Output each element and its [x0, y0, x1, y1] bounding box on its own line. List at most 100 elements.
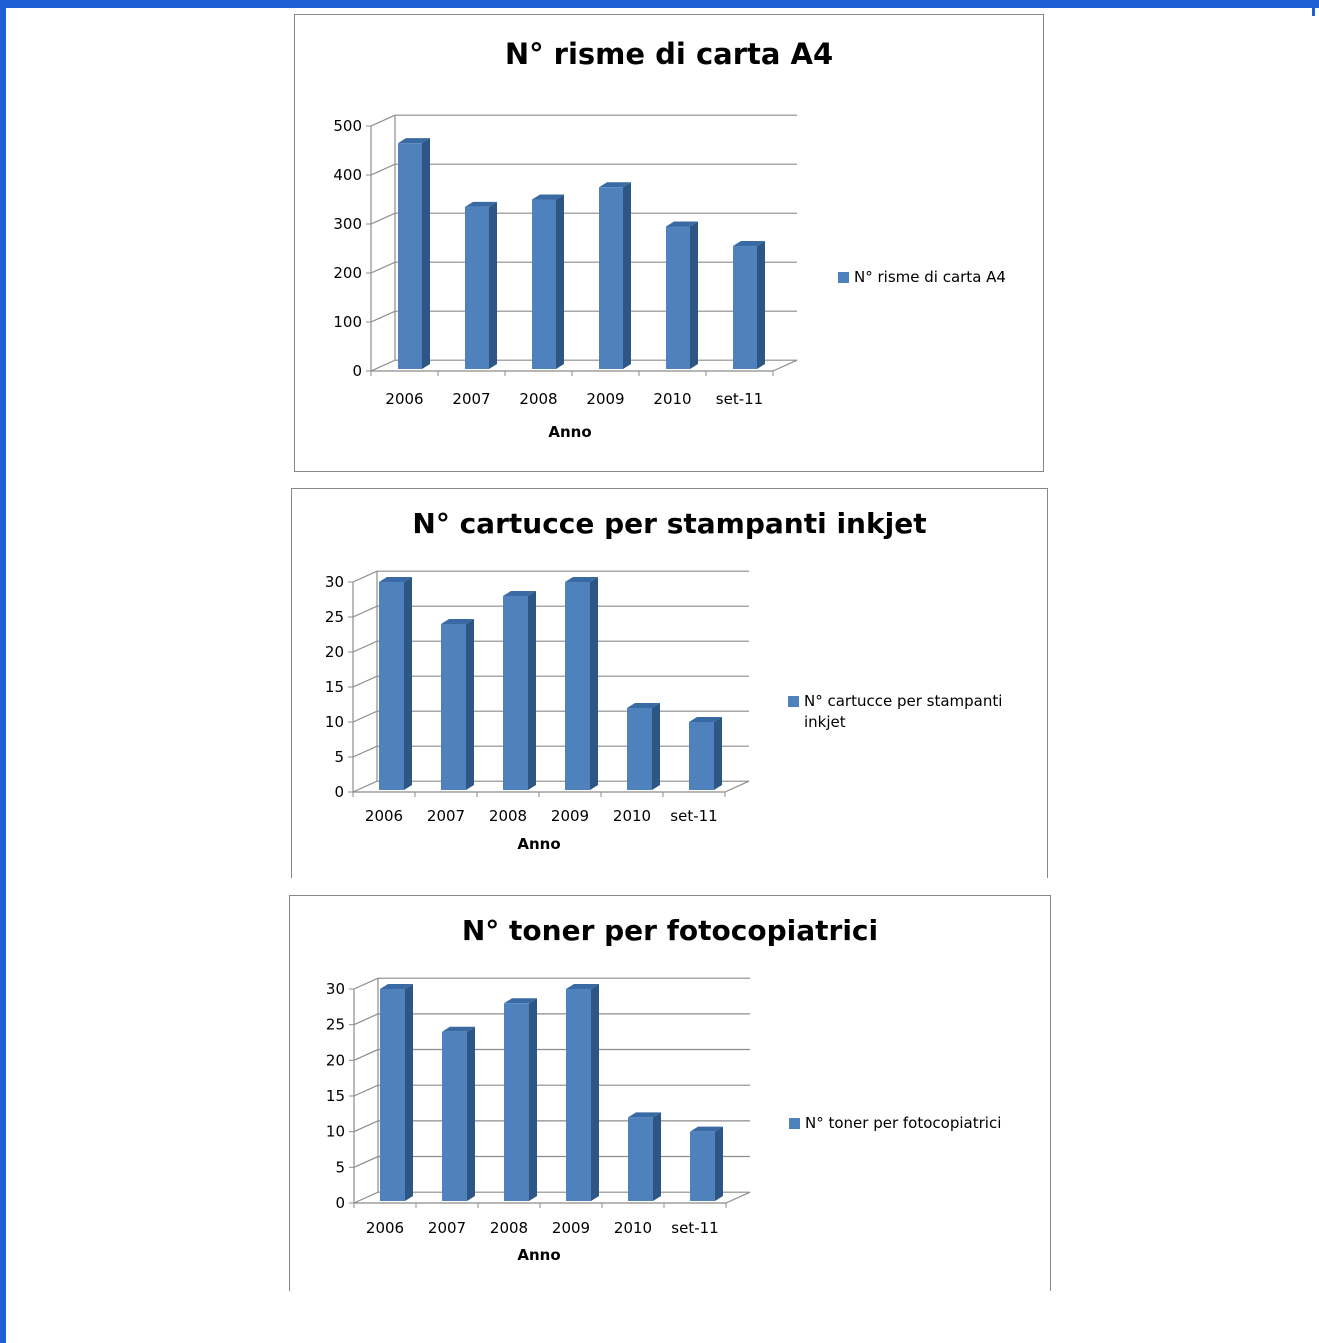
bar-side: [529, 998, 537, 1201]
y-tick-label: 200: [333, 264, 362, 282]
bar-top: [565, 577, 598, 582]
bar: [532, 194, 564, 369]
bar: [666, 221, 698, 369]
page-frame-top: [0, 0, 1319, 8]
x-tick-label: 2007: [427, 807, 465, 825]
gridline: [353, 977, 750, 990]
bar-side: [623, 182, 631, 369]
y-tick-label: 0: [352, 362, 362, 380]
chart-toner-fotocopiatrici: N° toner per fotocopiatrici 0 5 10 15 20 25 30…: [289, 895, 1051, 1291]
x-axis-label: Anno: [517, 1246, 561, 1264]
y-tick-label: 30: [326, 980, 345, 998]
bar-top: [442, 1026, 475, 1032]
bar-front: [503, 596, 528, 790]
x-tick-label: 2008: [519, 390, 557, 408]
legend-swatch: [788, 696, 799, 707]
bar: [599, 182, 631, 369]
bar: [689, 717, 722, 790]
bar-side: [714, 717, 722, 790]
bar: [465, 201, 497, 369]
bar: [565, 577, 598, 790]
bar: [441, 619, 474, 790]
bar-top: [532, 194, 564, 200]
gridline: [370, 212, 797, 225]
gridline: [370, 114, 797, 127]
bar: [690, 1126, 723, 1201]
x-tick-label: 2009: [551, 807, 589, 825]
y-tick-label: 300: [333, 215, 362, 233]
chart-title: N° toner per fotocopiatrici: [461, 914, 879, 947]
x-tick-label: set-11: [670, 807, 717, 825]
bar-top: [503, 591, 536, 596]
bar-front: [465, 206, 489, 369]
x-tick-label: 2010: [613, 807, 651, 825]
gridline: [353, 1120, 750, 1133]
bar-top: [666, 221, 698, 227]
chart-plot: 0 100 200 300 400 500 2006 2007 2008 2009 2010 set-…: [333, 114, 798, 408]
gridline: [352, 570, 749, 583]
bar-top: [465, 201, 497, 207]
chart-title: N° cartucce per stampanti inkjet: [412, 507, 927, 540]
bar-front: [532, 199, 556, 369]
bar-side: [489, 201, 497, 369]
floor-edge: [725, 1191, 751, 1204]
legend-label: N° risme di carta A4: [854, 268, 1006, 286]
x-tick-label: 2006: [385, 390, 423, 408]
y-tick-label: 10: [325, 713, 344, 731]
bar-front: [379, 582, 404, 790]
bar-front: [627, 708, 652, 790]
bar-top: [504, 998, 537, 1004]
chart-cartucce-inkjet: N° cartucce per stampanti inkjet 0 5 10 15 2…: [291, 488, 1048, 878]
x-tick-label: set-11: [716, 390, 763, 408]
gridline: [370, 163, 797, 176]
bar: [566, 984, 599, 1201]
bar: [380, 984, 413, 1201]
page-frame-right: [1312, 0, 1315, 16]
page-frame-left: [0, 0, 6, 1343]
bar-side: [466, 619, 474, 790]
bar-front: [689, 722, 714, 790]
bar-side: [652, 703, 660, 790]
x-tick-label: 2007: [452, 390, 490, 408]
bar-side: [404, 577, 412, 790]
gridline: [352, 605, 749, 618]
bar-front: [380, 989, 405, 1201]
legend-label: N° toner per fotocopiatrici: [805, 1114, 1002, 1132]
x-tick-label: 2010: [614, 1219, 652, 1237]
bar-side: [757, 241, 765, 369]
legend-swatch: [789, 1118, 800, 1129]
bar-front: [628, 1117, 653, 1201]
bar-front: [599, 187, 623, 369]
x-tick-label: 2008: [490, 1219, 528, 1237]
chart-plot: 0 5 10 15 20 25 30 2006 2007 2008 2009 2010 set-11: [326, 977, 751, 1237]
x-axis-label: Anno: [517, 835, 561, 853]
x-axis-label: Anno: [548, 423, 592, 441]
bar-front: [441, 624, 466, 790]
bar-side: [405, 984, 413, 1201]
y-tick-label: 20: [326, 1051, 345, 1069]
bar: [503, 591, 536, 790]
bar: [398, 138, 430, 369]
y-tick-label: 500: [333, 117, 362, 135]
x-tick-label: 2009: [552, 1219, 590, 1237]
bar: [627, 703, 660, 790]
x-tick-label: 2007: [428, 1219, 466, 1237]
bar-top: [398, 138, 430, 144]
gridline: [352, 675, 749, 688]
x-tick-label: 2006: [365, 807, 403, 825]
y-tick-label: 30: [325, 573, 344, 591]
chart-risme-carta: N° risme di carta A4 0 100 200 300 400 500 200…: [294, 14, 1044, 472]
legend: N° cartucce per stampanti inkjet: [788, 691, 1044, 733]
y-tick-label: 400: [333, 166, 362, 184]
gridline: [353, 1084, 750, 1097]
bar-front: [565, 582, 590, 790]
bar: [504, 998, 537, 1201]
bar-top: [690, 1126, 723, 1132]
gridline: [352, 640, 749, 653]
bar-side: [528, 591, 536, 790]
bar-front: [733, 246, 757, 369]
bar: [442, 1026, 475, 1201]
bar-front: [690, 1131, 715, 1201]
y-tick-label: 0: [335, 1194, 345, 1212]
gridline: [352, 710, 749, 723]
